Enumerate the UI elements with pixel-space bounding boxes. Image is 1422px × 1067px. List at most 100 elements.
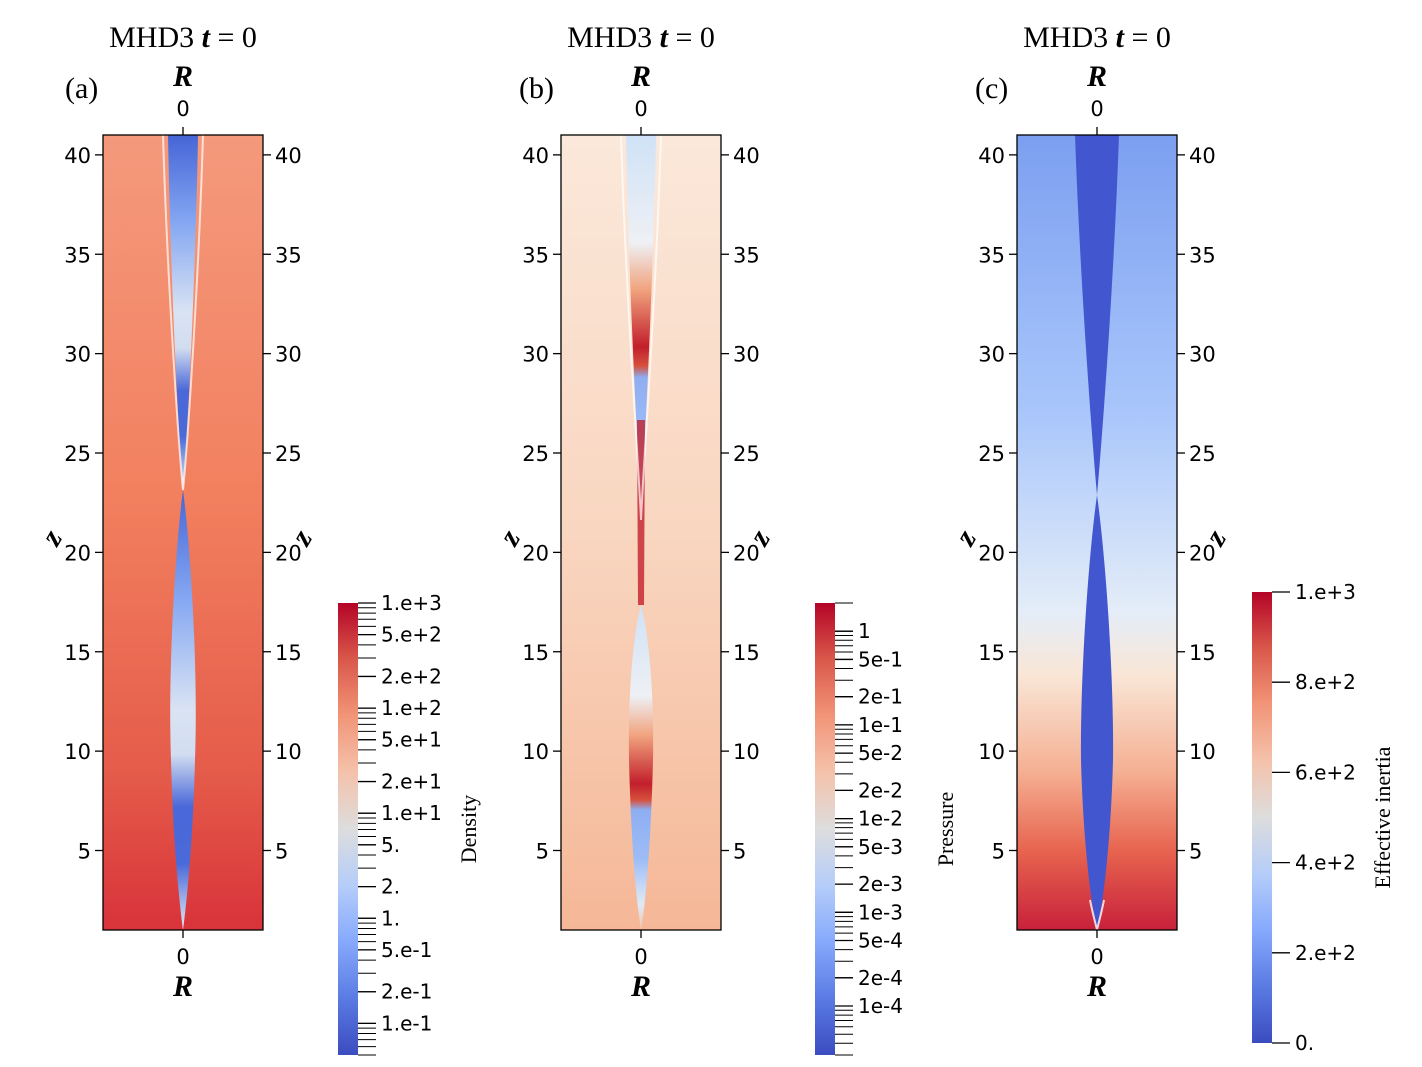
x-axis-label-bottom: R bbox=[1086, 970, 1107, 1003]
colorbar-tick-label: 5e-2 bbox=[858, 741, 903, 765]
y-tick-label-left: 15 bbox=[522, 641, 549, 665]
x-axis-label-top: R bbox=[1086, 60, 1107, 93]
y-tick-label-right: 20 bbox=[275, 541, 302, 565]
colorbar-tick-label: 5e-3 bbox=[858, 835, 903, 859]
y-tick-label-left: 25 bbox=[64, 442, 91, 466]
y-tick-label-left: 35 bbox=[522, 243, 549, 267]
colorbar-label: Effective inertia bbox=[1370, 746, 1395, 888]
y-tick-label-right: 30 bbox=[1189, 343, 1216, 367]
y-tick-label-left: 10 bbox=[64, 740, 91, 764]
colorbar bbox=[1252, 592, 1272, 1043]
y-tick-label-left: 35 bbox=[978, 243, 1005, 267]
x-axis-label-bottom: R bbox=[172, 970, 193, 1003]
y-tick-label-left: 25 bbox=[522, 442, 549, 466]
colorbar-tick-label: 1e-3 bbox=[858, 900, 903, 924]
colorbar bbox=[338, 603, 358, 1055]
y-tick-label-left: 40 bbox=[64, 144, 91, 168]
y-tick-label-left: 5 bbox=[536, 840, 549, 864]
x-tick-label-bottom: 0 bbox=[176, 945, 189, 969]
colorbar-tick-label: 2.e+2 bbox=[381, 664, 442, 688]
panel-label: (c) bbox=[975, 72, 1008, 105]
jet-boundary bbox=[162, 134, 204, 491]
jet-lower bbox=[1080, 495, 1114, 930]
colorbar-tick-label: 8.e+2 bbox=[1295, 670, 1356, 694]
x-tick-label-top: 0 bbox=[176, 97, 189, 121]
y-tick-label-right: 40 bbox=[275, 144, 302, 168]
colorbar-tick-label: 1e-4 bbox=[858, 994, 903, 1018]
colorbar-tick-label: 2.e+2 bbox=[1295, 941, 1356, 965]
y-tick-label-right: 25 bbox=[733, 442, 760, 466]
colorbar-tick-label: 1.e+3 bbox=[1295, 580, 1356, 604]
y-tick-label-right: 35 bbox=[275, 243, 302, 267]
colorbar-tick-label: 5e-4 bbox=[858, 929, 903, 953]
y-tick-label-left: 20 bbox=[64, 541, 91, 565]
y-axis-label-left: z bbox=[34, 524, 69, 552]
y-tick-label-right: 25 bbox=[1189, 442, 1216, 466]
colorbar-tick-label: 1.e-1 bbox=[381, 1011, 432, 1035]
y-tick-label-right: 15 bbox=[275, 641, 302, 665]
colorbar-tick-label: 6.e+2 bbox=[1295, 760, 1356, 784]
colorbar-tick-label: 1.e+3 bbox=[381, 591, 442, 615]
y-tick-label-left: 20 bbox=[978, 541, 1005, 565]
colorbar bbox=[815, 603, 835, 1055]
y-tick-label-left: 10 bbox=[978, 740, 1005, 764]
panel-label: (b) bbox=[519, 72, 554, 105]
colorbar-tick-label: 1e-2 bbox=[858, 807, 903, 831]
colorbar-tick-label: 2. bbox=[381, 875, 400, 899]
y-tick-label-left: 30 bbox=[522, 343, 549, 367]
y-tick-label-left: 5 bbox=[78, 840, 91, 864]
jet-upper bbox=[168, 135, 198, 490]
y-tick-label-right: 30 bbox=[733, 343, 760, 367]
panel-density: MHD3 t = 0 (a) bbox=[65, 21, 263, 930]
colorbar-tick-label: 2e-2 bbox=[858, 778, 903, 802]
y-tick-label-right: 40 bbox=[1189, 144, 1216, 168]
colorbar-tick-label: 0. bbox=[1295, 1031, 1314, 1055]
y-tick-label-right: 25 bbox=[275, 442, 302, 466]
colorbar-tick-label: 1e-1 bbox=[858, 713, 903, 737]
y-tick-label-right: 10 bbox=[275, 740, 302, 764]
colorbar-tick-label: 2e-1 bbox=[858, 685, 903, 709]
jet-lower bbox=[628, 605, 654, 930]
y-tick-label-right: 40 bbox=[733, 144, 760, 168]
y-axis-label-left: z bbox=[492, 524, 527, 552]
colorbar-tick-label: 2.e-1 bbox=[381, 980, 432, 1004]
y-tick-label-right: 5 bbox=[275, 840, 288, 864]
colorbar-label: Pressure bbox=[933, 792, 958, 867]
jet-boundary bbox=[620, 134, 662, 521]
colorbar-tick-label: 5.e+2 bbox=[381, 623, 442, 647]
y-tick-label-left: 15 bbox=[64, 641, 91, 665]
colorbar-tick-label: 5. bbox=[381, 833, 400, 857]
y-tick-label-right: 5 bbox=[733, 840, 746, 864]
y-tick-label-left: 25 bbox=[978, 442, 1005, 466]
y-tick-label-right: 35 bbox=[1189, 243, 1216, 267]
x-axis-label-top: R bbox=[172, 60, 193, 93]
colorbar-tick-label: 1. bbox=[381, 906, 400, 930]
jet-upper bbox=[626, 135, 656, 520]
colorbar-tick-label: 2.e+1 bbox=[381, 770, 442, 794]
y-tick-label-right: 15 bbox=[733, 641, 760, 665]
panel-title: MHD3 t = 0 bbox=[109, 21, 257, 54]
y-tick-label-right: 30 bbox=[275, 343, 302, 367]
y-tick-label-left: 5 bbox=[992, 840, 1005, 864]
panel-title: MHD3 t = 0 bbox=[567, 21, 715, 54]
y-tick-label-right: 10 bbox=[733, 740, 760, 764]
x-tick-label-top: 0 bbox=[1090, 97, 1103, 121]
y-tick-label-left: 40 bbox=[978, 144, 1005, 168]
colorbar-tick-label: 1 bbox=[858, 619, 871, 643]
panel-pressure: MHD3 t = 0 (b) bbox=[519, 21, 721, 930]
x-axis-label-bottom: R bbox=[630, 970, 651, 1003]
jet-lower bbox=[170, 490, 196, 930]
colorbar-tick-label: 4.e+2 bbox=[1295, 851, 1356, 875]
jet-upper bbox=[1075, 135, 1119, 495]
colorbar-tick-label: 1.e+2 bbox=[381, 696, 442, 720]
x-tick-label-top: 0 bbox=[634, 97, 647, 121]
y-tick-label-right: 20 bbox=[733, 541, 760, 565]
colorbar-tick-label: 2e-3 bbox=[858, 872, 903, 896]
y-tick-label-right: 5 bbox=[1189, 840, 1202, 864]
y-tick-label-left: 20 bbox=[522, 541, 549, 565]
y-tick-label-left: 35 bbox=[64, 243, 91, 267]
panel-title: MHD3 t = 0 bbox=[1023, 21, 1171, 54]
colorbar-tick-label: 1.e+1 bbox=[381, 801, 442, 825]
colorbar-tick-label: 2e-4 bbox=[858, 966, 903, 990]
